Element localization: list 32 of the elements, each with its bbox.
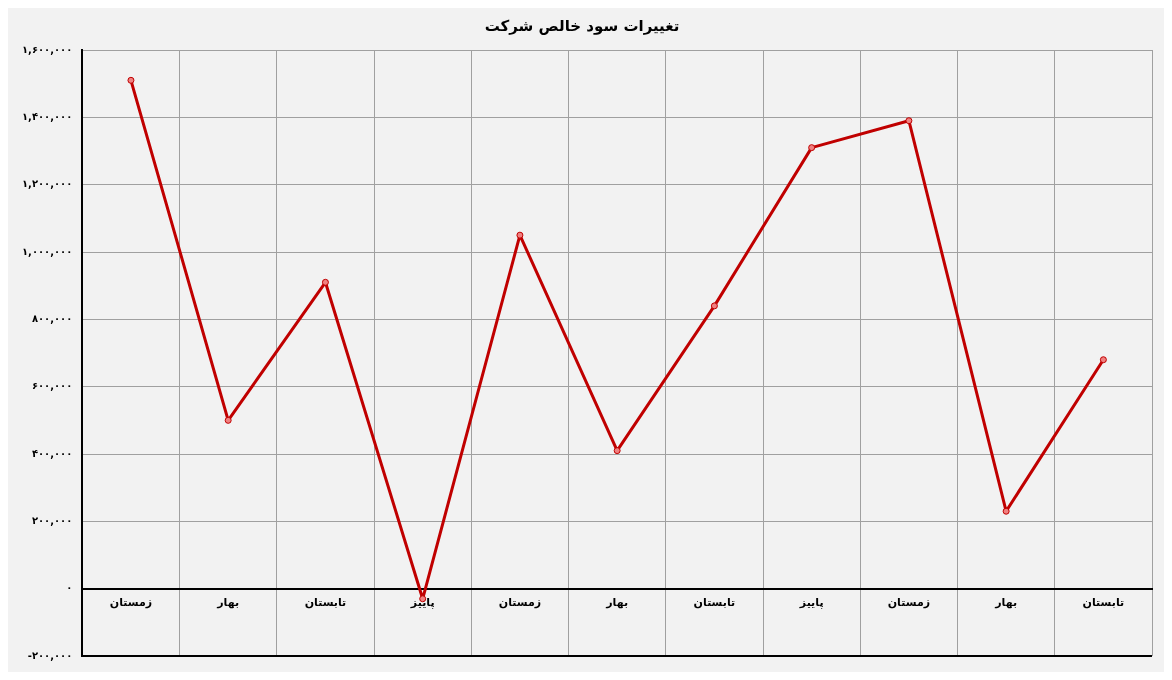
x-tick-label: بهار (216, 596, 240, 610)
x-tick-label: تابستان (304, 596, 347, 610)
chart-title: تغییرات سود خالص شرکت (484, 16, 680, 35)
point (905, 117, 913, 125)
point (224, 416, 232, 424)
y-tick-label: ۶۰۰,۰۰۰ (31, 380, 73, 392)
y-tick-label: ۴۰۰,۰۰۰ (31, 447, 73, 459)
x-tick-label: زمستان (498, 596, 542, 610)
x-tick-label: زمستان (109, 596, 153, 610)
y-tick-label: ۱,۰۰۰,۰۰۰ (21, 245, 73, 257)
point (613, 447, 621, 455)
y-tick-label: ۰ (66, 582, 73, 594)
point (1099, 356, 1107, 364)
point (710, 302, 718, 310)
x-tick-label: تابستان (1082, 596, 1125, 610)
point (516, 231, 524, 239)
y-tick-label: ۱,۲۰۰,۰۰۰ (21, 178, 73, 190)
y-tick-label: ۱,۴۰۰,۰۰۰ (21, 110, 73, 122)
point (127, 76, 135, 84)
x-tick-label: بهار (994, 596, 1018, 610)
point (808, 144, 816, 152)
x-tick-label: پاییز (409, 596, 435, 610)
y-tick-label: ۱,۶۰۰,۰۰۰ (21, 43, 73, 55)
point (321, 278, 329, 286)
x-tick-label: بهار (605, 596, 629, 610)
point (1002, 507, 1010, 515)
x-tick-label: تابستان (693, 596, 736, 610)
y-tick-label: ۲۰۰,۰۰۰ (31, 514, 73, 526)
x-tick-label: زمستان (887, 596, 931, 610)
y-tick-label: ۸۰۰,۰۰۰ (31, 312, 73, 324)
y-tick-label: -۲۰۰,۰۰۰ (27, 649, 73, 661)
x-tick-label: پاییز (798, 596, 824, 610)
